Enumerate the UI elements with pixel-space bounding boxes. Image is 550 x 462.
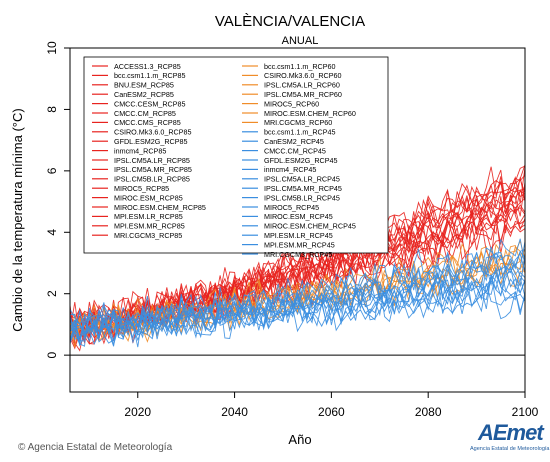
y-axis-label: Cambio de la temperatura mínima (°C): [10, 108, 25, 331]
x-tick-label: 2100: [512, 405, 539, 419]
legend-label: MRI.CGCM3_RCP85: [114, 231, 182, 240]
chart-title: VALÈNCIA/VALENCIA: [215, 13, 365, 30]
legend-label: MPI.ESM.MR_RCP85: [114, 222, 185, 231]
legend-label: MPI.ESM.LR_RCP45: [264, 231, 333, 240]
legend-label: IPSL.CM5B.LR_RCP45: [264, 193, 340, 202]
legend-label: GFDL.ESM2G_RCP85: [114, 137, 188, 146]
legend-label: MIROC.ESM.CHEM_RCP85: [114, 203, 206, 212]
legend-label: inmcm4_RCP45: [264, 165, 316, 174]
legend-label: MPI.ESM.LR_RCP85: [114, 212, 183, 221]
x-tick-label: 2040: [221, 405, 248, 419]
legend-label: IPSL.CM5A.MR_RCP85: [114, 165, 192, 174]
legend-label: IPSL.CM5A.LR_RCP45: [264, 175, 340, 184]
series-line-ipsl-cm5a-mr-rcp60: [69, 246, 526, 340]
y-tick-label: 2: [45, 290, 59, 297]
legend-label: MRI.CGCM3_RCP45: [264, 250, 332, 259]
y-tick-label: 6: [45, 167, 59, 174]
legend-label: CMCC.CESM_RCP85: [114, 99, 186, 108]
legend: ACCESS1.3_RCP85bcc.csm1.1.m_RCP85BNU.ESM…: [83, 56, 389, 259]
legend-label: ACCESS1.3_RCP85: [114, 62, 181, 71]
legend-label: MIROC5_RCP85: [114, 184, 169, 193]
legend-label: bcc.csm1.1.m_RCP45: [264, 128, 336, 137]
legend-label: MIROC.ESM_RCP85: [114, 193, 183, 202]
series-line-ipsl-cm5b-lr-rcp85: [69, 197, 526, 350]
legend-label: MIROC.ESM_RCP45: [264, 212, 333, 221]
legend-label: GFDL.ESM2G_RCP45: [264, 156, 338, 165]
y-tick-label: 10: [45, 41, 59, 55]
series-line-mri-cgcm3-rcp45: [69, 253, 526, 348]
series-line-miroc-esm-rcp45: [69, 265, 526, 346]
legend-label: bcc.csm1.1.m_RCP85: [114, 71, 186, 80]
legend-box: [83, 56, 389, 254]
series-line-mpi-esm-mr-rcp45: [69, 268, 526, 338]
legend-label: MIROC5_RCP45: [264, 203, 319, 212]
chart-subtitle: ANUAL: [282, 35, 319, 47]
series-layer: [69, 164, 526, 352]
legend-label: IPSL.CM5A.MR_RCP45: [264, 184, 342, 193]
series-line-mpi-esm-lr-rcp45: [69, 274, 526, 344]
legend-label: bcc.csm1.1.m_RCP60: [264, 62, 336, 71]
series-line-miroc5-rcp60: [69, 244, 526, 342]
legend-label: MIROC5_RCP60: [264, 99, 319, 108]
legend-label: MIROC.ESM.CHEM_RCP45: [264, 222, 356, 231]
axes-layer: 0 2 4 6 8 10 2020 2040 2060 2080 2100: [45, 41, 539, 419]
legend-label: CSIRO.Mk3.6.0_RCP85: [114, 128, 192, 137]
legend-label: BNU.ESM_RCP85: [114, 81, 174, 90]
aemet-logo: AEmet: [478, 420, 544, 445]
legend-label: CanESM2_RCP45: [264, 137, 324, 146]
legend-label: CMCC.CMS_RCP85: [114, 118, 181, 127]
y-tick-label: 0: [45, 351, 59, 358]
plot-frame: [69, 47, 526, 393]
x-axis-label: Año: [288, 432, 311, 447]
x-tick-label: 2080: [415, 405, 442, 419]
legend-label: IPSL.CM5A.MR_RCP60: [264, 90, 342, 99]
legend-label: CMCC.CM_RCP45: [264, 146, 326, 155]
legend-label: MIROC.ESM.CHEM_RCP60: [264, 109, 356, 118]
credit-text: © Agencia Estatal de Meteorología: [18, 442, 173, 453]
legend-label: CMCC.CM_RCP85: [114, 109, 176, 118]
aemet-logo-subtext: Agencia Estatal de Meteorología: [470, 446, 550, 452]
x-tick-label: 2020: [124, 405, 151, 419]
legend-label: MRI.CGCM3_RCP60: [264, 118, 332, 127]
legend-label: IPSL.CM5B.LR_RCP85: [114, 175, 190, 184]
legend-label: CSIRO.Mk3.6.0_RCP60: [264, 71, 342, 80]
y-tick-label: 4: [45, 229, 59, 236]
legend-label: IPSL.CM5A.LR_RCP60: [264, 81, 340, 90]
legend-label: CanESM2_RCP85: [114, 90, 174, 99]
y-tick-label: 8: [45, 106, 59, 113]
legend-label: MPI.ESM.MR_RCP45: [264, 240, 335, 249]
legend-label: inmcm4_RCP85: [114, 146, 166, 155]
legend-label: IPSL.CM5A.LR_RCP85: [114, 156, 190, 165]
x-tick-label: 2060: [318, 405, 345, 419]
